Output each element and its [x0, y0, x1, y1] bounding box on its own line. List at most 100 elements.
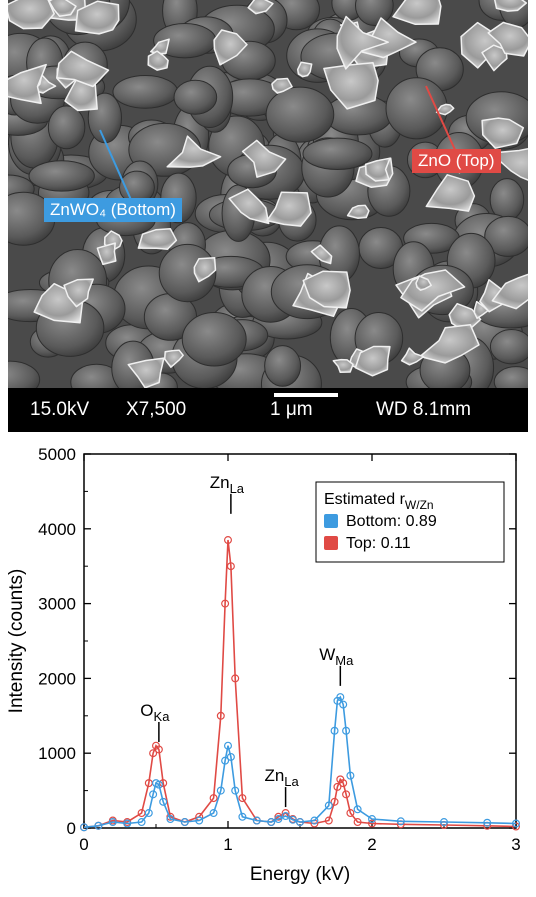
sem-grain	[173, 79, 218, 115]
data-point-top	[149, 749, 158, 758]
peak-label: ZnLa	[264, 766, 299, 789]
data-point-top	[324, 816, 333, 825]
data-point-top	[368, 819, 377, 828]
peak-label-element: W	[319, 645, 335, 664]
sem-flake	[494, 0, 528, 12]
sem-grain	[385, 77, 448, 140]
data-point-bottom	[296, 818, 305, 827]
sem-flake	[354, 345, 391, 377]
data-point-bottom	[346, 771, 355, 780]
series-line-bottom	[83, 695, 517, 829]
sem-grain	[302, 137, 373, 170]
data-point-bottom	[310, 816, 319, 825]
zn-wo4-bottom-label: ZnWO₄ (Bottom)	[44, 198, 182, 222]
series-line-top	[83, 539, 517, 829]
sem-texture	[8, 0, 528, 388]
data-point-bottom	[224, 741, 233, 750]
sem-flake	[193, 256, 217, 283]
sem-flake	[473, 300, 489, 320]
data-point-bottom	[267, 818, 276, 827]
x-tick-label: 0	[79, 835, 88, 854]
sem-grain	[8, 360, 41, 388]
sem-flake	[491, 273, 528, 310]
data-point-bottom	[79, 823, 88, 832]
eds-chart: 0 1 2 3 0 1000 2000 3000 4000 5000 Energy (kV) Inte…	[0, 440, 536, 892]
data-point-bottom	[226, 752, 235, 761]
voltage-text: 15.0kV	[30, 399, 90, 420]
data-point-bottom	[281, 812, 290, 821]
working-distance-text: WD 8.1mm	[376, 399, 471, 420]
data-point-bottom	[137, 818, 146, 827]
data-point-bottom	[342, 726, 351, 735]
sem-flake	[487, 21, 528, 57]
sem-flake	[302, 270, 351, 309]
data-point-top	[346, 809, 355, 818]
sem-flake	[8, 63, 47, 105]
sem-flake	[323, 62, 379, 110]
data-point-bottom	[288, 815, 297, 824]
data-point-bottom	[123, 819, 132, 828]
peak-label-element: Zn	[210, 473, 230, 492]
scale-bar	[274, 393, 338, 397]
legend-entry: Top: 0.11	[346, 535, 411, 552]
sem-grain	[28, 160, 95, 192]
data-point-top	[221, 599, 230, 608]
data-point-bottom	[166, 815, 175, 824]
data-point-bottom	[396, 817, 405, 826]
x-tick-label: 2	[367, 835, 376, 854]
magnification-text: X7,500	[126, 399, 187, 420]
sem-micrograph: ZnWO₄ (Bottom) ZnO (Top) 15.0kV X7,500 1…	[8, 0, 528, 432]
legend-title-text: Estimated r	[324, 491, 406, 508]
sem-flake	[481, 117, 525, 149]
peak-label-subscript: Ka	[154, 709, 171, 724]
sem-grain	[354, 0, 394, 27]
sem-grain	[484, 215, 528, 257]
data-point-top	[209, 794, 218, 803]
data-point-bottom	[231, 786, 240, 795]
sem-flake	[400, 347, 425, 366]
data-point-top	[166, 812, 175, 821]
top-pointer-line	[425, 85, 457, 153]
data-point-bottom	[324, 801, 333, 810]
sem-flake	[96, 242, 117, 266]
sem-flake	[271, 77, 293, 94]
sem-flake	[425, 174, 476, 212]
legend-swatch	[324, 514, 338, 528]
data-point-top	[224, 536, 233, 545]
data-point-bottom	[252, 816, 261, 825]
sem-grain	[112, 74, 179, 109]
legend-title: Estimated rW/Zn	[324, 491, 434, 512]
sem-grain	[264, 345, 302, 387]
sem-grain	[265, 86, 335, 143]
data-point-bottom	[368, 815, 377, 824]
data-point-top	[353, 818, 362, 827]
sem-flake	[74, 0, 120, 35]
y-tick-label: 2000	[38, 669, 76, 688]
x-tick-label: 3	[511, 835, 520, 854]
sem-flake	[56, 50, 110, 88]
data-point-bottom	[483, 818, 492, 827]
sem-flake	[296, 61, 313, 78]
peak-label: ZnLa	[210, 473, 245, 496]
sem-info-bar: 15.0kV X7,500 1 μm WD 8.1mm	[8, 388, 528, 432]
sem-flake	[163, 349, 184, 368]
data-point-bottom	[195, 816, 204, 825]
sem-flake	[147, 50, 169, 71]
sem-grain	[489, 329, 528, 365]
sem-flake	[228, 188, 270, 225]
data-point-bottom	[353, 805, 362, 814]
sem-flake	[346, 204, 370, 219]
data-point-top	[342, 790, 351, 799]
sem-grain	[493, 366, 528, 388]
sem-flake	[392, 0, 442, 26]
eds-spectrum-plot: 0 1 2 3 0 1000 2000 3000 4000 5000 Energy (kV) Inte…	[6, 445, 521, 885]
sem-grain	[47, 105, 86, 150]
peak-label-subscript: La	[230, 481, 245, 496]
sem-flake	[48, 0, 77, 17]
sem-flake	[332, 358, 354, 374]
data-point-bottom	[221, 756, 230, 765]
data-point-bottom	[209, 809, 218, 818]
legend-title-subscript: W/Zn	[405, 498, 434, 512]
data-point-bottom	[159, 797, 168, 806]
peak-label: WMa	[319, 645, 354, 668]
